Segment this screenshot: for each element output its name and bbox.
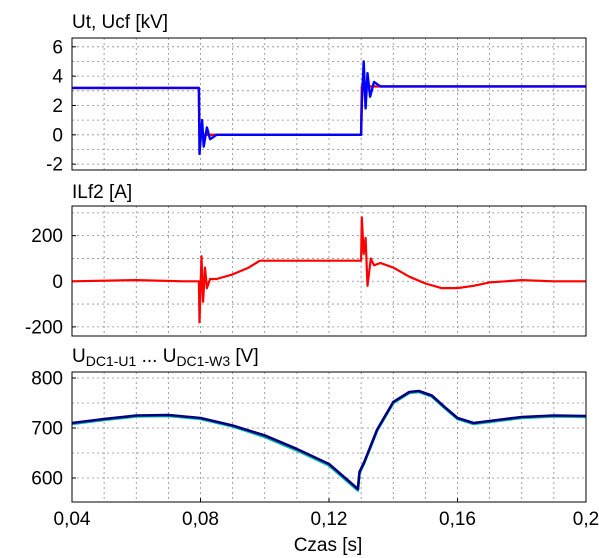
title-part-subscript: DC1-U1	[86, 353, 137, 369]
plot-frame-voltage	[71, 37, 587, 171]
y-axis-current: 200 0 -200	[25, 226, 76, 338]
plot-frame-dc-voltage	[71, 371, 587, 503]
panel-title-current: ILf2 [A]	[72, 182, 132, 203]
series-line-dc-voltage-2	[71, 389, 587, 491]
y-tick-label: 600	[31, 469, 63, 490]
y-tick-label: 0	[52, 125, 63, 146]
title-part: ... U	[136, 346, 176, 367]
plot-frame-current	[71, 205, 587, 337]
y-tick-label: 0	[52, 272, 63, 293]
series-line-dc-voltage-1	[71, 390, 587, 492]
panel-voltage: Ut, Ucf [kV] 6 4 2 0 -2	[46, 12, 587, 176]
grid-voltage	[72, 38, 586, 170]
grid-current	[72, 206, 586, 336]
grid-dc-voltage	[72, 372, 586, 502]
x-tick-label: 0,12	[311, 509, 348, 530]
y-tick-label: -2	[46, 155, 63, 176]
x-tick-label: 0,2	[573, 509, 599, 530]
y-axis-dc-voltage: 800 700 600	[31, 369, 76, 490]
series-line-current-1	[71, 216, 586, 324]
y-tick-label: 200	[31, 226, 63, 247]
series-group-current	[71, 216, 586, 324]
y-tick-label: 4	[52, 67, 63, 88]
y-tick-label: 700	[31, 419, 63, 440]
panel-current: ILf2 [A] 200 0 -200	[25, 182, 587, 338]
y-tick-label: 6	[52, 37, 63, 58]
title-part-subscript: DC1-W3	[176, 353, 230, 369]
y-tick-label: -200	[25, 317, 63, 338]
y-axis-voltage: 6 4 2 0 -2	[46, 37, 76, 176]
series-group-voltage	[72, 60, 586, 156]
panel-title-voltage: Ut, Ucf [kV]	[72, 12, 168, 33]
x-tick-label: 0,04	[54, 509, 91, 530]
title-part: [V]	[230, 346, 259, 367]
panel-title-dc-voltage: UDC1-U1 ... UDC1-W3 [V]	[72, 346, 259, 369]
series-line-voltage-2	[72, 60, 586, 156]
y-tick-label: 2	[52, 96, 63, 117]
x-axis: 0,04 0,08 0,12 0,16 0,2	[54, 498, 599, 530]
title-part: U	[72, 346, 86, 367]
x-axis-label: Czas [s]	[294, 535, 363, 556]
x-tick-label: 0,08	[182, 509, 219, 530]
y-tick-label: 800	[31, 369, 63, 390]
series-group-dc-voltage	[71, 389, 587, 492]
x-tick-label: 0,16	[439, 509, 476, 530]
